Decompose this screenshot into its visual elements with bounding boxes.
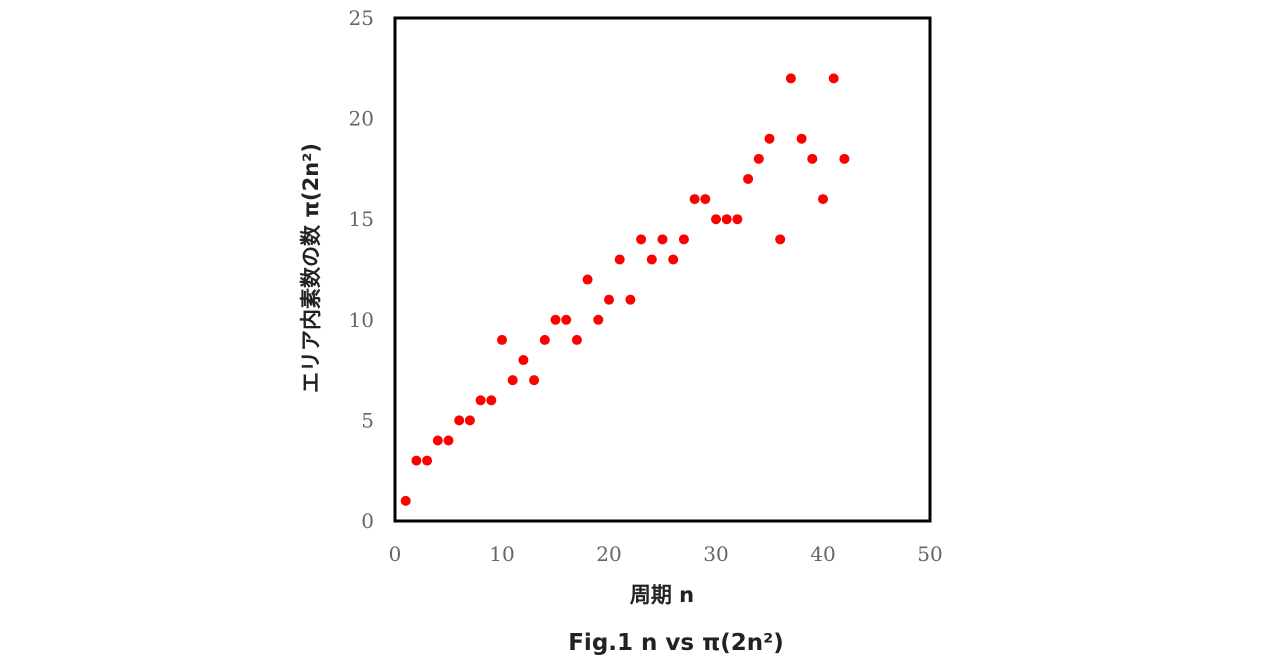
data-point — [646, 254, 657, 265]
plot-area-frame — [393, 16, 932, 523]
data-point — [571, 334, 582, 345]
x-axis-title: 周期 n — [630, 583, 694, 607]
data-point — [604, 294, 614, 305]
data-point — [550, 314, 561, 325]
x-tick-label: 30 — [703, 542, 728, 566]
x-tick-label: 20 — [596, 542, 621, 566]
data-point — [614, 254, 625, 265]
data-points — [400, 73, 850, 506]
data-point — [764, 133, 775, 144]
x-tick-label: 0 — [389, 542, 402, 566]
data-point — [400, 495, 411, 506]
data-point — [689, 194, 700, 205]
data-point — [807, 153, 818, 164]
data-point — [700, 194, 711, 205]
y-tick-label: 5 — [361, 408, 374, 432]
x-tick-label: 40 — [810, 542, 835, 566]
data-point — [497, 334, 507, 345]
data-point — [828, 73, 839, 84]
data-point — [529, 375, 540, 386]
data-point — [721, 214, 732, 225]
y-tick-label: 10 — [349, 308, 374, 332]
data-point — [464, 415, 475, 426]
data-point — [507, 375, 518, 386]
y-tick-label: 25 — [349, 6, 374, 30]
data-point — [839, 153, 850, 164]
data-point — [657, 234, 668, 245]
data-point — [678, 234, 689, 245]
x-tick-label: 10 — [489, 542, 514, 566]
y-axis-ticks: 0 5 10 15 20 25 — [349, 6, 374, 533]
x-axis-ticks: 0 10 20 30 40 50 — [389, 542, 943, 566]
data-point — [475, 395, 486, 406]
data-point — [775, 234, 786, 245]
y-tick-label: 20 — [349, 107, 374, 131]
data-point — [561, 314, 572, 325]
data-point — [796, 133, 807, 144]
figure-caption: Fig.1 n vs π(2n²) — [568, 630, 784, 656]
data-point — [486, 395, 497, 406]
data-point — [732, 214, 743, 225]
y-tick-label: 15 — [349, 207, 374, 231]
data-point — [668, 254, 679, 265]
data-point — [422, 455, 433, 466]
data-point — [411, 455, 422, 466]
data-point — [753, 153, 764, 164]
y-tick-label: 0 — [361, 509, 374, 533]
data-point — [625, 294, 636, 305]
data-point — [443, 435, 454, 446]
data-point — [582, 274, 593, 285]
data-point — [785, 73, 796, 84]
data-point — [539, 334, 550, 345]
data-point — [743, 173, 754, 184]
data-point — [636, 234, 647, 245]
y-axis-title: エリア内素数の数 π(2n²) — [299, 143, 323, 393]
data-point — [593, 314, 604, 325]
data-point — [518, 355, 529, 366]
data-point — [711, 214, 721, 225]
data-point — [818, 194, 828, 205]
data-point — [454, 415, 465, 426]
data-point — [432, 435, 443, 446]
x-tick-label: 50 — [917, 542, 942, 566]
